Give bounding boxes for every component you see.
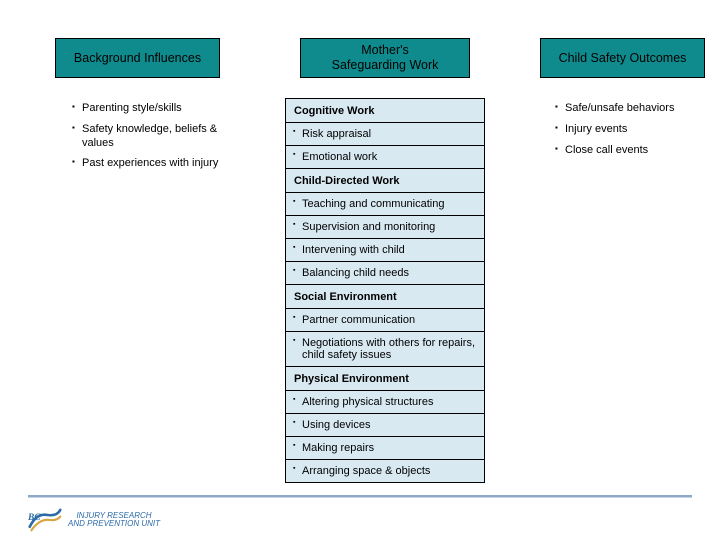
bullet-text: Safe/unsafe behaviors [565, 102, 674, 114]
header-label: Child Safety Outcomes [559, 51, 687, 66]
header-label: Mother's Safeguarding Work [332, 43, 439, 73]
section-item: Negotiations with others for repairs, ch… [286, 331, 484, 366]
header-label: Background Influences [74, 51, 201, 66]
list-item: Injury events [555, 123, 705, 137]
header-background-influences: Background Influences [55, 38, 220, 78]
bullet-text: Safety knowledge, beliefs & values [82, 123, 217, 149]
header-child-safety-outcomes: Child Safety Outcomes [540, 38, 705, 78]
org-logo: BC INJURY RESEARCH AND PREVENTION UNIT [28, 506, 160, 534]
center-column: Cognitive WorkRisk appraisalEmotional wo… [285, 98, 485, 483]
section-item: Emotional work [286, 145, 484, 168]
section-item: Risk appraisal [286, 122, 484, 145]
list-item: Past experiences with injury [72, 157, 222, 171]
section-header: Child-Directed Work [286, 168, 484, 192]
section-header: Physical Environment [286, 366, 484, 390]
section-item: Partner communication [286, 308, 484, 331]
logo-text: INJURY RESEARCH AND PREVENTION UNIT [68, 512, 160, 529]
logo-mark: BC [28, 506, 62, 534]
bullet-text: Parenting style/skills [82, 102, 182, 114]
section-item: Altering physical structures [286, 390, 484, 413]
list-item: Parenting style/skills [72, 102, 222, 116]
header-safeguarding-work: Mother's Safeguarding Work [300, 38, 470, 78]
section-item: Intervening with child [286, 238, 484, 261]
section-item: Balancing child needs [286, 261, 484, 284]
bullet-text: Injury events [565, 123, 627, 135]
bullet-text: Past experiences with injury [82, 157, 218, 169]
section-item: Teaching and communicating [286, 192, 484, 215]
section-item: Making repairs [286, 436, 484, 459]
diagram-canvas: Background Influences Mother's Safeguard… [0, 0, 720, 540]
section-header: Cognitive Work [286, 99, 484, 122]
logo-line2: AND PREVENTION UNIT [68, 520, 160, 528]
section-item: Using devices [286, 413, 484, 436]
left-bullet-list: Parenting style/skills Safety knowledge,… [72, 102, 222, 178]
section-header: Social Environment [286, 284, 484, 308]
list-item: Safety knowledge, beliefs & values [72, 123, 222, 151]
footer-divider [28, 495, 692, 498]
bullet-text: Close call events [565, 144, 648, 156]
list-item: Safe/unsafe behaviors [555, 102, 705, 116]
svg-text:BC: BC [28, 513, 41, 523]
section-item: Supervision and monitoring [286, 215, 484, 238]
list-item: Close call events [555, 144, 705, 158]
right-bullet-list: Safe/unsafe behaviors Injury events Clos… [555, 102, 705, 164]
section-item: Arranging space & objects [286, 459, 484, 482]
